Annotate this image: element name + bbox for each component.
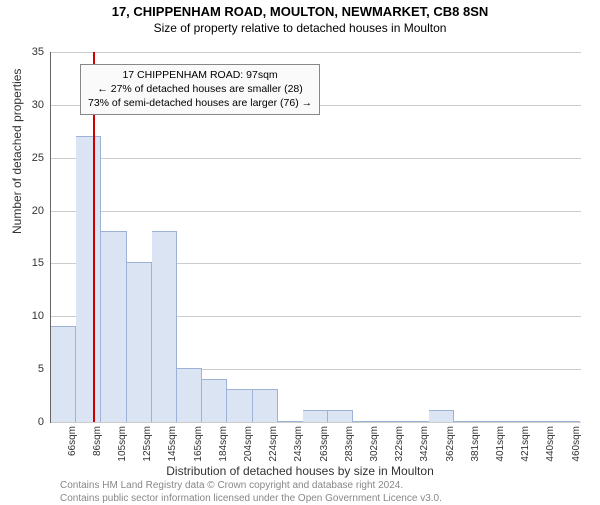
- histogram-bar: [479, 421, 504, 422]
- histogram-bar: [379, 421, 404, 422]
- histogram-bar: [303, 410, 328, 422]
- histogram-bar: [127, 262, 152, 422]
- xtick-label: 460sqm: [571, 426, 582, 462]
- gridline: [51, 422, 581, 423]
- xtick-label: 105sqm: [117, 426, 128, 462]
- ytick-label: 35: [32, 46, 44, 58]
- histogram-bar: [227, 389, 252, 422]
- info-line-3: 73% of semi-detached houses are larger (…: [88, 96, 312, 110]
- xtick-label: 322sqm: [394, 426, 405, 462]
- histogram-bar: [51, 326, 76, 422]
- xtick-label: 66sqm: [67, 426, 78, 456]
- ytick-label: 0: [38, 416, 44, 428]
- xtick-label: 184sqm: [218, 426, 229, 462]
- histogram-bar: [152, 231, 177, 422]
- footer-credits: Contains HM Land Registry data © Crown c…: [60, 480, 442, 505]
- xtick-label: 421sqm: [520, 426, 531, 462]
- histogram-bar: [76, 136, 101, 422]
- xtick-label: 263sqm: [319, 426, 330, 462]
- xtick-label: 224sqm: [268, 426, 279, 462]
- histogram-bar: [353, 421, 378, 422]
- xtick-label: 165sqm: [193, 426, 204, 462]
- gridline: [51, 211, 581, 212]
- ytick-label: 20: [32, 205, 44, 217]
- xtick-label: 86sqm: [92, 426, 103, 456]
- ytick-label: 15: [32, 257, 44, 269]
- ytick-label: 30: [32, 99, 44, 111]
- histogram-bar: [253, 389, 278, 422]
- xtick-label: 440sqm: [545, 426, 556, 462]
- y-axis-label: Number of detached properties: [10, 69, 24, 234]
- xtick-label: 145sqm: [167, 426, 178, 462]
- xtick-label: 342sqm: [419, 426, 430, 462]
- histogram-bar: [202, 379, 227, 422]
- xtick-label: 381sqm: [470, 426, 481, 462]
- x-axis-label: Distribution of detached houses by size …: [0, 464, 600, 478]
- histogram-bar: [454, 421, 479, 422]
- xtick-label: 401sqm: [495, 426, 506, 462]
- histogram-bar: [429, 410, 454, 422]
- xtick-label: 362sqm: [445, 426, 456, 462]
- info-line-2: ← 27% of detached houses are smaller (28…: [88, 82, 312, 96]
- gridline: [51, 158, 581, 159]
- ytick-label: 5: [38, 363, 44, 375]
- histogram-bar: [328, 410, 353, 422]
- histogram-bar: [505, 421, 530, 422]
- chart-title: 17, CHIPPENHAM ROAD, MOULTON, NEWMARKET,…: [0, 4, 600, 19]
- xtick-label: 302sqm: [369, 426, 380, 462]
- xtick-label: 125sqm: [142, 426, 153, 462]
- chart-area: 05101520253035 66sqm86sqm105sqm125sqm145…: [50, 52, 580, 422]
- ytick-label: 25: [32, 152, 44, 164]
- chart-subtitle: Size of property relative to detached ho…: [0, 21, 600, 35]
- info-line-1: 17 CHIPPENHAM ROAD: 97sqm: [88, 68, 312, 82]
- xtick-label: 243sqm: [293, 426, 304, 462]
- footer-line-1: Contains HM Land Registry data © Crown c…: [60, 480, 442, 493]
- xtick-label: 204sqm: [243, 426, 254, 462]
- xtick-label: 283sqm: [344, 426, 355, 462]
- histogram-bar: [530, 421, 555, 422]
- histogram-bar: [101, 231, 126, 422]
- footer-line-2: Contains public sector information licen…: [60, 493, 442, 505]
- info-box: 17 CHIPPENHAM ROAD: 97sqm ← 27% of detac…: [80, 64, 320, 115]
- histogram-bar: [278, 421, 303, 422]
- histogram-bar: [177, 368, 202, 422]
- histogram-bar: [404, 421, 429, 422]
- histogram-bar: [555, 421, 580, 422]
- gridline: [51, 52, 581, 53]
- ytick-label: 10: [32, 310, 44, 322]
